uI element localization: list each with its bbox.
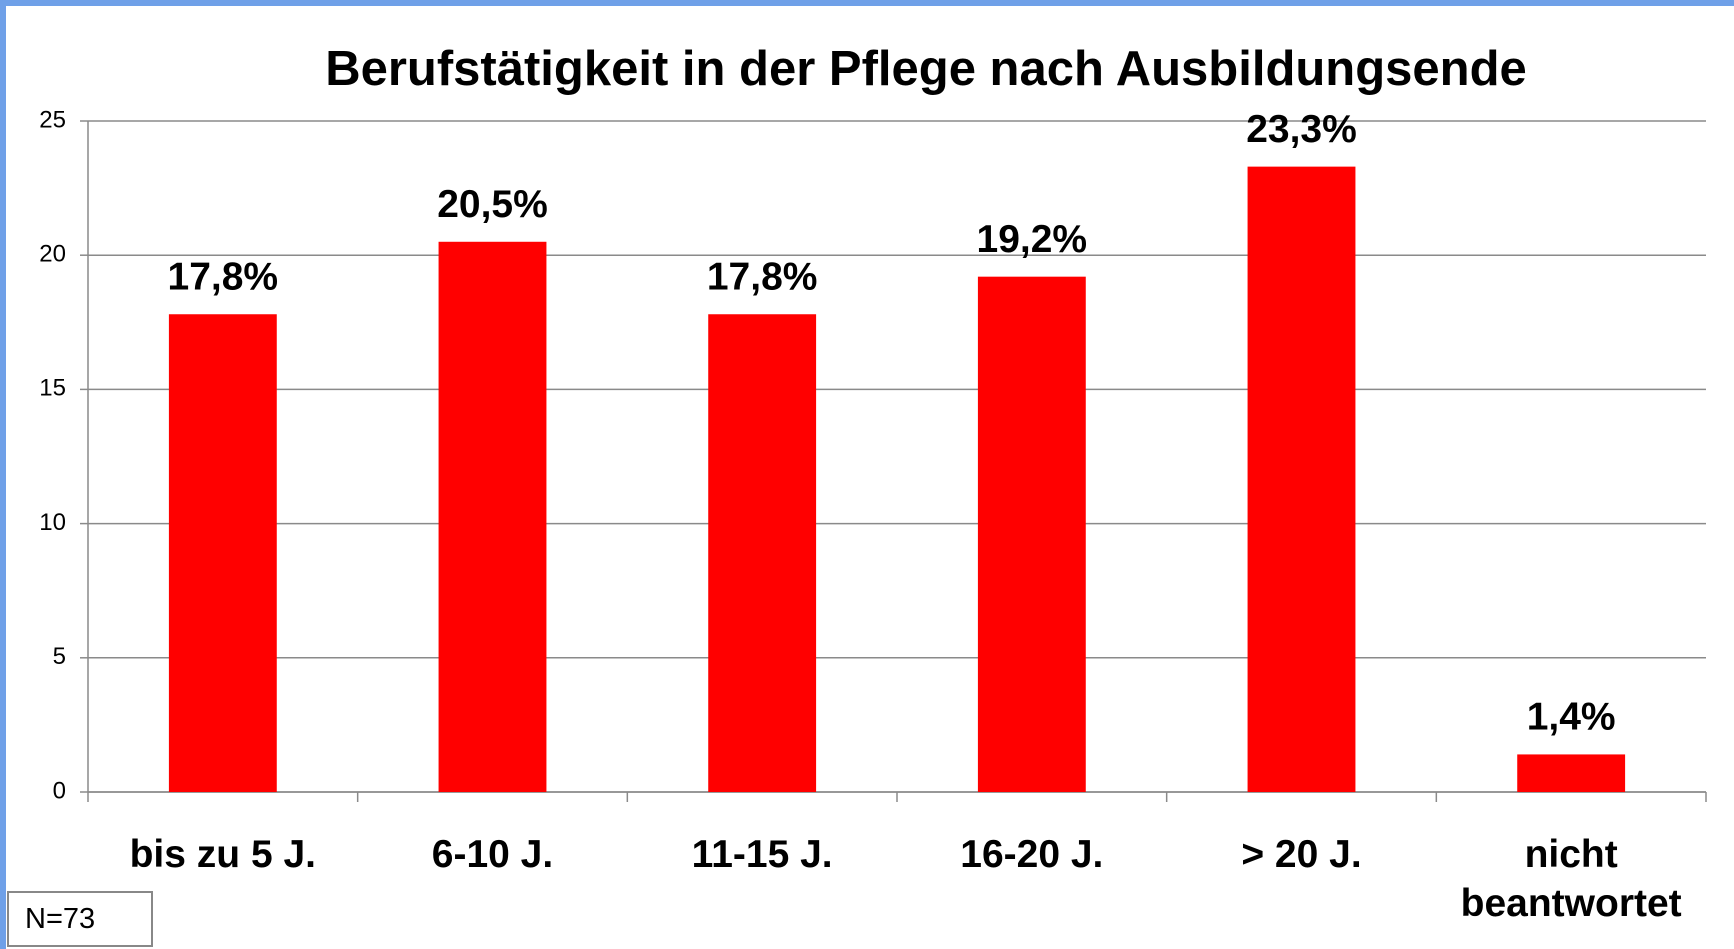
left-border (0, 0, 6, 949)
y-tick-label: 5 (53, 643, 66, 670)
y-tick-label: 20 (39, 241, 66, 268)
x-tick-label: 11-15 J. (691, 833, 833, 876)
top-border (0, 0, 1734, 6)
data-label: 23,3% (1246, 108, 1357, 151)
x-tick-label: bis zu 5 J. (129, 833, 317, 876)
bar (1247, 166, 1356, 793)
data-label: 1,4% (1527, 696, 1616, 739)
chart-title: Berufstätigkeit in der Pflege nach Ausbi… (325, 42, 1527, 96)
y-tick-label: 15 (39, 375, 66, 402)
bar (977, 276, 1086, 792)
data-label: 19,2% (977, 218, 1088, 261)
sample-note: N=73 (7, 891, 153, 947)
bar (1517, 754, 1626, 792)
y-tick-label: 25 (39, 106, 66, 133)
data-label: 20,5% (437, 183, 548, 226)
x-tick-label: nicht beantwortet (1460, 833, 1682, 925)
y-tick-label: 0 (53, 777, 66, 804)
data-label: 17,8% (168, 256, 279, 299)
x-tick-label: 6-10 J. (431, 833, 554, 876)
x-tick-label: > 20 J. (1241, 833, 1362, 876)
x-tick-label: 16-20 J. (960, 833, 1104, 876)
y-tick-label: 10 (39, 509, 66, 536)
bar (438, 241, 547, 792)
data-label: 17,8% (707, 256, 818, 299)
bar (708, 314, 817, 792)
bar (168, 314, 277, 792)
